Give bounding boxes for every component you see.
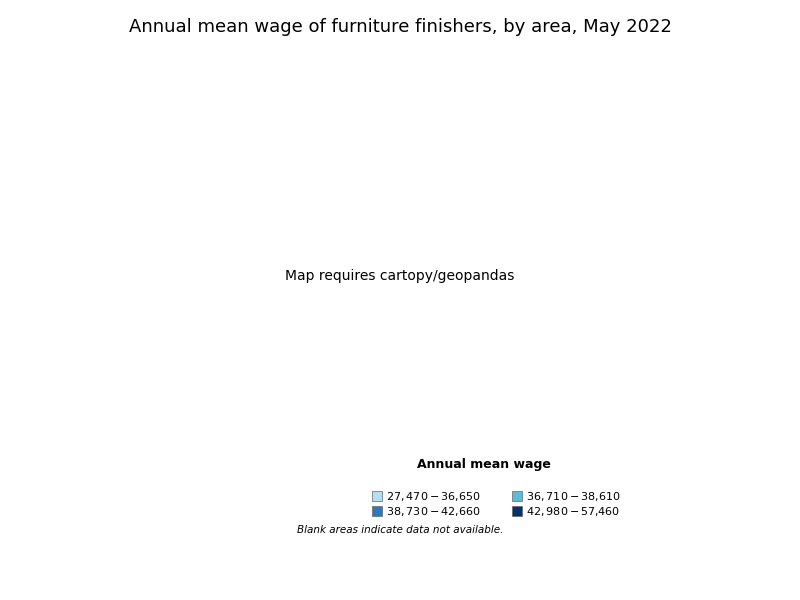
Text: $27,470 - $36,650: $27,470 - $36,650 (386, 490, 482, 503)
Text: $38,730 - $42,660: $38,730 - $42,660 (386, 505, 482, 518)
Text: Blank areas indicate data not available.: Blank areas indicate data not available. (297, 525, 503, 535)
Text: Annual mean wage: Annual mean wage (417, 458, 551, 471)
Text: $42,980 - $57,460: $42,980 - $57,460 (526, 505, 621, 518)
Text: $36,710 - $38,610: $36,710 - $38,610 (526, 490, 622, 503)
Text: Annual mean wage of furniture finishers, by area, May 2022: Annual mean wage of furniture finishers,… (129, 18, 671, 36)
Text: Map requires cartopy/geopandas: Map requires cartopy/geopandas (286, 269, 514, 283)
